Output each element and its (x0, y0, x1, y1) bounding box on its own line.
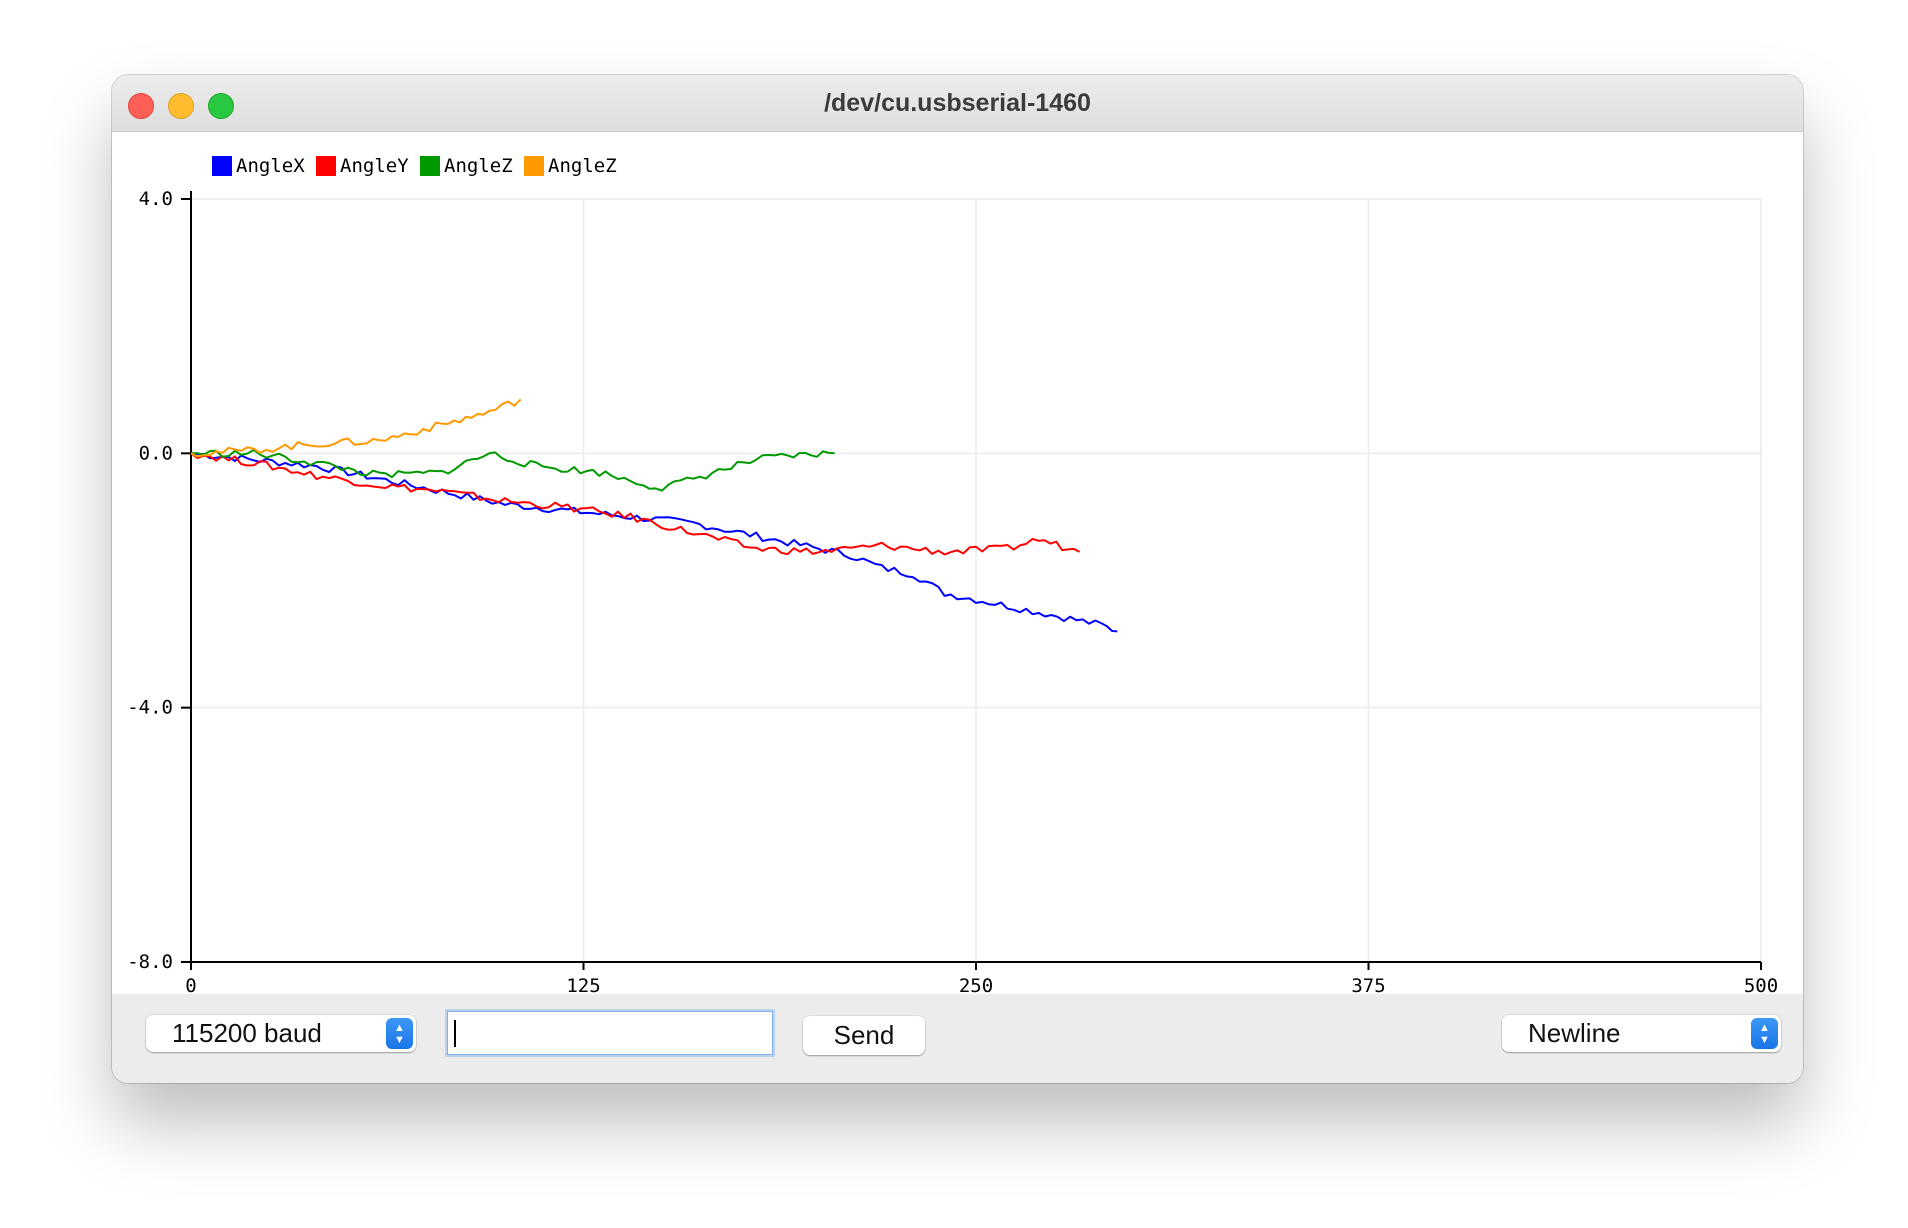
baud-rate-value: 115200 baud (172, 1018, 322, 1048)
line-ending-value: Newline (1528, 1018, 1621, 1048)
legend-label: AngleX (236, 155, 305, 177)
legend-label: AngleZ (548, 155, 617, 177)
legend-swatch (316, 156, 336, 176)
line-ending-select[interactable]: Newline ▲ ▼ (1502, 1015, 1781, 1052)
x-tick-label: 500 (1744, 975, 1778, 994)
y-tick-label: 0.0 (139, 442, 173, 464)
x-tick-label: 375 (1351, 975, 1385, 994)
up-down-chevrons-icon: ▲ ▼ (386, 1018, 413, 1049)
y-tick-label: -8.0 (127, 951, 173, 973)
legend-label: AngleY (340, 155, 409, 177)
serial-plotter-window: /dev/cu.usbserial-1460 4.0 0.0 -4.0 -8.0 0 12… (112, 75, 1803, 1083)
bottom-toolbar: 115200 baud ▲ ▼ Send Newline ▲ ▼ (112, 994, 1803, 1083)
legend-swatch (212, 156, 232, 176)
window-title: /dev/cu.usbserial-1460 (824, 89, 1091, 117)
legend-swatch (524, 156, 544, 176)
legend-swatch (420, 156, 440, 176)
message-input[interactable] (447, 1011, 773, 1055)
x-tick-label: 0 (185, 975, 196, 994)
series-line-anglez-2 (190, 449, 835, 492)
minimize-window-button[interactable] (168, 93, 194, 119)
y-tick-label: -4.0 (127, 697, 173, 719)
legend-label: AngleZ (444, 155, 513, 177)
close-window-button[interactable] (128, 93, 154, 119)
zoom-window-button[interactable] (208, 93, 234, 119)
series-line-angley-1 (190, 452, 1081, 556)
send-button[interactable]: Send (803, 1016, 925, 1055)
title-bar[interactable]: /dev/cu.usbserial-1460 (112, 75, 1803, 132)
series-line-anglex-0 (190, 452, 1118, 633)
series-line-anglez-3 (190, 398, 522, 458)
baud-rate-select[interactable]: 115200 baud ▲ ▼ (146, 1015, 416, 1052)
x-tick-label: 250 (959, 975, 993, 994)
up-down-chevrons-icon: ▲ ▼ (1751, 1018, 1778, 1049)
text-caret (454, 1020, 456, 1047)
y-tick-label: 4.0 (139, 188, 173, 210)
serial-plot-chart: 4.0 0.0 -4.0 -8.0 0 125 250 375 500 AngleX AngleY A… (127, 155, 1778, 994)
x-tick-label: 125 (566, 975, 600, 994)
